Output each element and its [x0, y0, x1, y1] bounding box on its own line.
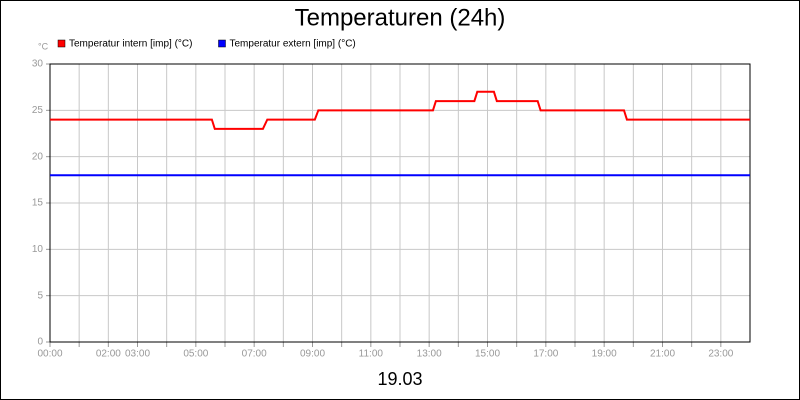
x-tick-label: 03:00 [125, 349, 150, 360]
y-unit: °C [38, 41, 49, 51]
line-series [50, 90, 750, 130]
x-tick-label: 07:00 [242, 349, 267, 360]
y-tick-label: 10 [32, 244, 44, 255]
x-tick-label: 11:00 [359, 349, 384, 360]
x-tick-label: 17:00 [533, 349, 558, 360]
x-tick-label: 05:00 [183, 349, 208, 360]
y-tick-label: 25 [32, 105, 44, 116]
x-tick-label: 13:00 [417, 349, 442, 360]
x-tick-label: 21:00 [650, 349, 675, 360]
x-tick-label: 19:00 [592, 349, 617, 360]
legend-label: Temperatur intern [imp] (°C) [69, 39, 192, 50]
x-tick-label: 09:00 [300, 349, 325, 360]
y-tick-label: 30 [32, 59, 44, 70]
plot-border [49, 63, 751, 343]
chart-title: Temperaturen (24h) [295, 4, 506, 31]
legend-label: Temperatur extern [imp] (°C) [229, 39, 355, 50]
x-tick-label: 15:00 [475, 349, 500, 360]
x-tick-label: 02:00 [96, 349, 121, 360]
y-tick-label: 5 [37, 290, 43, 301]
x-tick-label: 00:00 [37, 349, 62, 360]
y-tick-label: 0 [37, 337, 43, 348]
x-tick-label: 23:00 [708, 349, 733, 360]
legend-swatch [57, 39, 66, 48]
y-tick-label: 20 [32, 151, 44, 162]
legend-swatch [218, 39, 226, 48]
x-label: 19.03 [377, 369, 422, 389]
legend: Temperatur intern [imp] (°C) Temperatur e… [57, 39, 356, 50]
y-tick-label: 15 [32, 198, 44, 209]
